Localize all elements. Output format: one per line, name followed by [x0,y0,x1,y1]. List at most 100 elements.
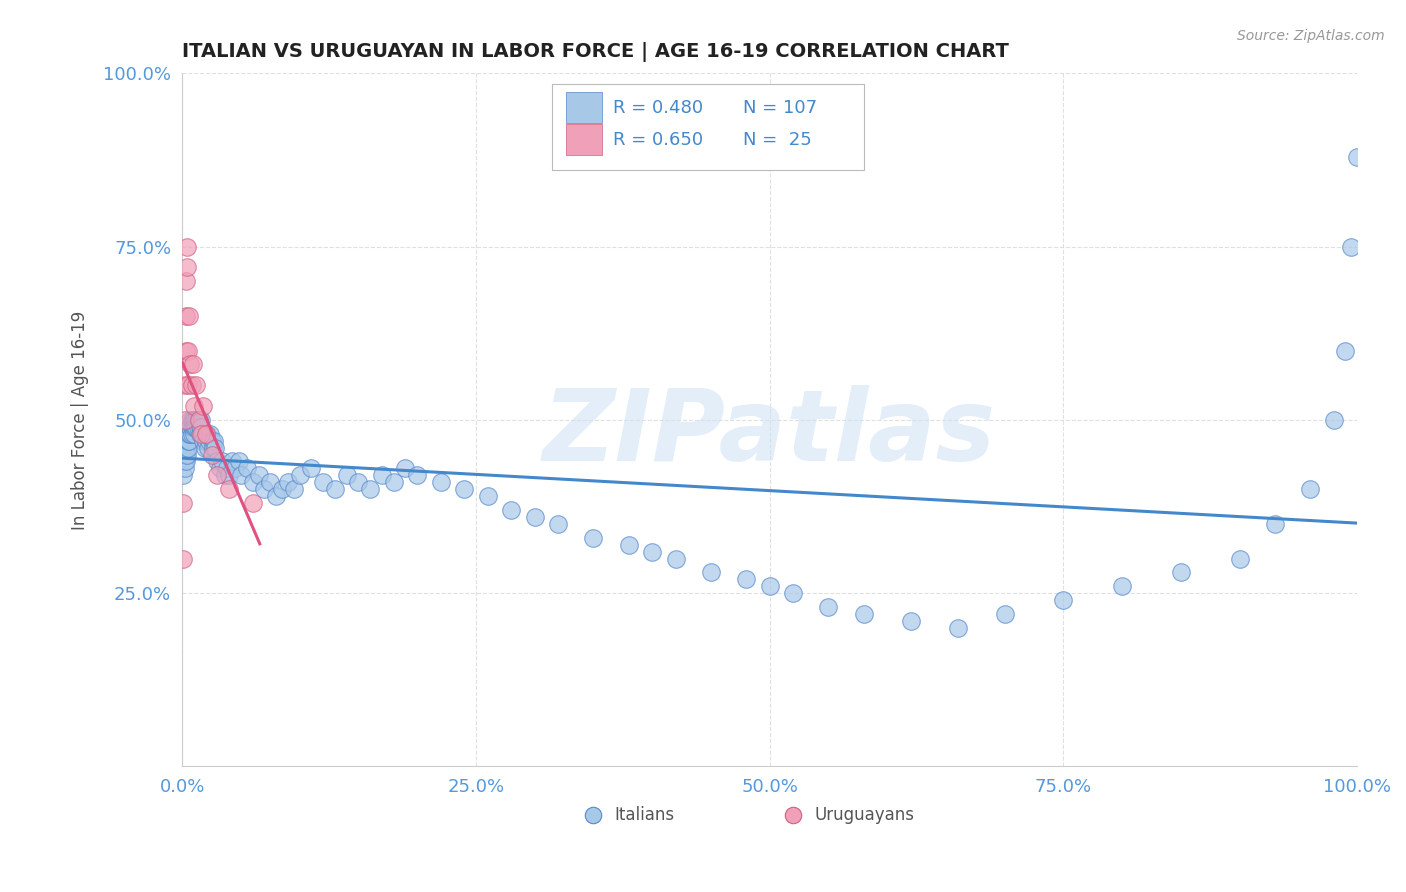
Point [174,343,197,358]
Point [208,461,231,475]
Point [242,475,264,490]
Point [453,482,475,496]
FancyBboxPatch shape [567,92,602,123]
Point [172,551,194,566]
Point [336,468,359,483]
Point [207,468,229,483]
Point [183,426,205,441]
Point [501,503,523,517]
Point [190,426,212,441]
Point [394,461,416,475]
Text: R = 0.650: R = 0.650 [613,130,703,149]
Point [1052,593,1074,607]
Point [183,420,205,434]
Point [179,420,201,434]
Point [176,260,198,275]
Text: Source: ZipAtlas.com: Source: ZipAtlas.com [1237,29,1385,43]
Point [201,441,224,455]
Point [229,468,252,483]
Point [174,448,197,462]
Point [283,482,305,496]
Point [174,309,197,323]
Point [181,413,204,427]
FancyBboxPatch shape [567,124,602,155]
Point [181,358,204,372]
Point [173,378,195,392]
Point [184,413,207,427]
Point [179,413,201,427]
Point [177,343,200,358]
Point [179,434,201,448]
Point [1334,343,1357,358]
Point [176,434,198,448]
Text: N =  25: N = 25 [742,130,811,149]
Point [946,621,969,635]
Point [782,586,804,600]
Point [782,808,804,822]
Text: N = 107: N = 107 [742,99,817,117]
Y-axis label: In Labor Force | Age 16-19: In Labor Force | Age 16-19 [72,310,89,530]
Point [180,426,202,441]
Point [288,468,311,483]
Point [1340,240,1362,254]
Point [247,468,270,483]
Point [1264,516,1286,531]
Text: R = 0.480: R = 0.480 [613,99,703,117]
Point [188,420,211,434]
Point [228,454,250,468]
Point [259,475,281,490]
Point [218,468,240,483]
Point [371,468,394,483]
Point [312,475,335,490]
Point [817,600,839,615]
Point [180,378,202,392]
Point [735,572,758,586]
Point [359,482,381,496]
Point [224,461,246,475]
Point [1299,482,1322,496]
Point [184,420,207,434]
Point [242,496,264,510]
Point [179,309,201,323]
Point [179,426,201,441]
Point [1322,413,1344,427]
Point [177,426,200,441]
Point [236,461,259,475]
Point [183,413,205,427]
Point [172,496,194,510]
Point [197,441,219,455]
Point [172,468,194,483]
Point [186,413,208,427]
Point [174,274,197,288]
Point [193,399,215,413]
Point [582,808,605,822]
Point [271,482,294,496]
Text: Italians: Italians [614,805,675,824]
Point [186,420,208,434]
Text: ZIPatlas: ZIPatlas [543,385,997,483]
Point [180,420,202,434]
Point [429,475,451,490]
Point [301,461,323,475]
Point [523,510,546,524]
Point [198,434,221,448]
FancyBboxPatch shape [553,84,863,170]
Point [617,538,640,552]
Point [190,413,212,427]
Point [852,607,875,621]
Point [188,426,211,441]
Point [177,441,200,455]
Point [201,448,224,462]
Point [173,461,195,475]
Point [477,489,499,503]
Point [277,475,299,490]
Point [200,426,222,441]
Point [665,551,688,566]
Point [323,482,346,496]
Point [211,454,233,468]
Point [382,475,405,490]
Point [179,420,201,434]
Point [204,441,226,455]
Point [207,454,229,468]
Point [187,413,209,427]
